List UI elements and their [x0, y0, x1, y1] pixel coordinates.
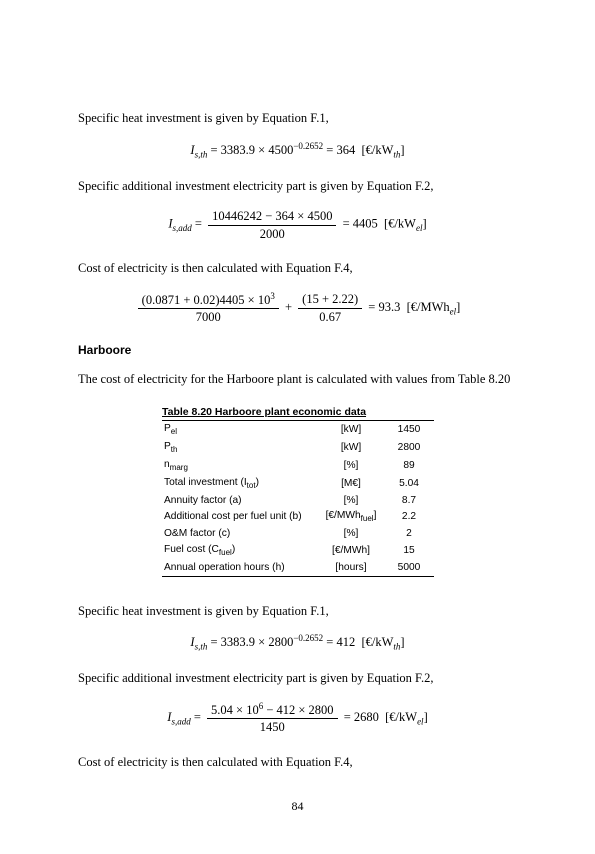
table-row: O&M factor (c)[%]2	[162, 526, 434, 542]
table-cell-value: 2800	[384, 439, 434, 457]
page-number: 84	[78, 799, 517, 814]
table-cell-unit: [%]	[318, 526, 384, 542]
table-cell-param: nmarg	[162, 457, 318, 475]
paragraph: Specific additional investment electrici…	[78, 670, 517, 687]
paragraph: Specific additional investment electrici…	[78, 178, 517, 195]
table-cell-param: Annual operation hours (h)	[162, 560, 318, 576]
table-cell-unit: [hours]	[318, 560, 384, 576]
table-cell-value: 8.7	[384, 493, 434, 509]
table-cell-value: 5000	[384, 560, 434, 576]
paragraph: The cost of electricity for the Harboore…	[78, 371, 517, 388]
paragraph: Specific heat investment is given by Equ…	[78, 110, 517, 127]
table-cell-unit: [kW]	[318, 421, 384, 439]
table-cell-value: 2.2	[384, 508, 434, 526]
table-cell-unit: [kW]	[318, 439, 384, 457]
page-content: Specific heat investment is given by Equ…	[0, 0, 595, 854]
paragraph: Cost of electricity is then calculated w…	[78, 754, 517, 771]
table-cell-unit: [%]	[318, 493, 384, 509]
table-cell-value: 15	[384, 542, 434, 560]
equation-block: Is,th = 3383.9 × 2800−0.2652 = 412 [€/kW…	[78, 633, 517, 652]
table-row: Pth[kW]2800	[162, 439, 434, 457]
table-cell-value: 1450	[384, 421, 434, 439]
table-cell-unit: [M€]	[318, 475, 384, 493]
table-row: nmarg[%]89	[162, 457, 434, 475]
table-title: Table 8.20 Harboore plant economic data	[162, 406, 434, 420]
table-row: Fuel cost (Cfuel)[€/MWh]15	[162, 542, 434, 560]
table-cell-param: Pth	[162, 439, 318, 457]
equation-block: Is,add = 5.04 × 106 − 412 × 2800 1450 = …	[78, 701, 517, 736]
table-row: Additional cost per fuel unit (b)[€/MWhf…	[162, 508, 434, 526]
section-heading: Harboore	[78, 343, 517, 357]
table-cell-value: 5.04	[384, 475, 434, 493]
equation-block: (0.0871 + 0.02)4405 × 103 7000 + (15 + 2…	[78, 291, 517, 326]
table-cell-param: Additional cost per fuel unit (b)	[162, 508, 318, 526]
table-row: Annual operation hours (h)[hours]5000	[162, 560, 434, 576]
table-cell-unit: [€/MWhfuel]	[318, 508, 384, 526]
equation-block: Is,th = 3383.9 × 4500−0.2652 = 364 [€/kW…	[78, 141, 517, 160]
table-cell-param: Pel	[162, 421, 318, 439]
table-cell-param: Total investment (Itot)	[162, 475, 318, 493]
table-row: Pel[kW]1450	[162, 421, 434, 439]
paragraph: Cost of electricity is then calculated w…	[78, 260, 517, 277]
equation-block: Is,add = 10446242 − 364 × 4500 2000 = 44…	[78, 208, 517, 242]
table-row: Annuity factor (a)[%]8.7	[162, 493, 434, 509]
table-cell-param: O&M factor (c)	[162, 526, 318, 542]
table-cell-unit: [€/MWh]	[318, 542, 384, 560]
table-row: Total investment (Itot)[M€]5.04	[162, 475, 434, 493]
paragraph: Specific heat investment is given by Equ…	[78, 603, 517, 620]
table-cell-param: Annuity factor (a)	[162, 493, 318, 509]
table-cell-param: Fuel cost (Cfuel)	[162, 542, 318, 560]
economic-data-table: Table 8.20 Harboore plant economic data …	[162, 406, 434, 576]
table-cell-value: 2	[384, 526, 434, 542]
table-cell-value: 89	[384, 457, 434, 475]
table-cell-unit: [%]	[318, 457, 384, 475]
